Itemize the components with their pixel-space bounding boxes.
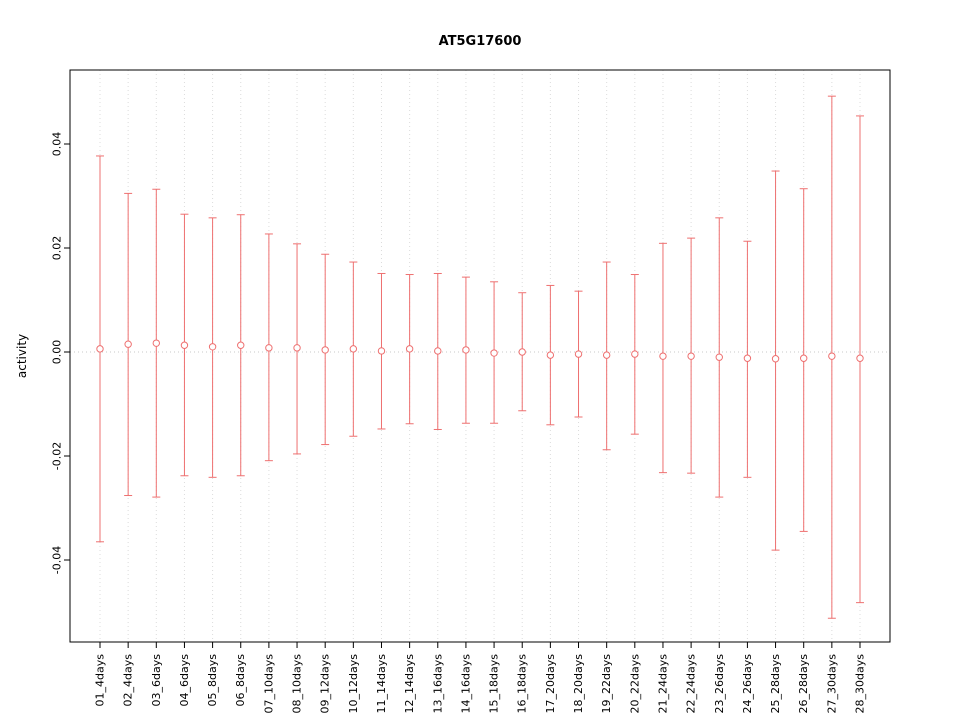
x-tick-label: 23_26days: [713, 654, 726, 714]
x-tick-label: 13_16days: [431, 654, 444, 714]
data-point: [602, 351, 611, 359]
data-point: [293, 344, 301, 352]
x-tick-label: 26_28days: [797, 654, 810, 714]
data-point: [828, 352, 836, 360]
data-point: [518, 348, 526, 356]
x-tick-label: 17_20days: [544, 654, 557, 714]
data-point: [377, 347, 386, 355]
x-tick-label: 20_22days: [628, 654, 641, 714]
data-point: [405, 345, 414, 353]
y-axis-label: activity: [15, 334, 29, 378]
x-tick-label: 01_4days: [94, 654, 107, 707]
y-tick-label: -0.02: [51, 442, 64, 470]
data-point: [743, 354, 752, 362]
data-point: [800, 354, 808, 362]
x-tick-label: 06_8days: [234, 654, 247, 707]
x-tick-label: 21_24days: [656, 654, 669, 714]
x-tick-label: 16_18days: [516, 654, 529, 714]
x-tick-label: 05_8days: [206, 654, 219, 707]
data-point: [349, 345, 358, 353]
plot-box: [69, 69, 891, 643]
x-tick-label: 07_10days: [262, 654, 275, 714]
x-tick-label: 02_4days: [122, 654, 135, 707]
x-tick-label: 03_6days: [150, 654, 163, 707]
x-tick-label: 18_20days: [572, 654, 585, 714]
y-tick-label: 0.04: [51, 132, 64, 157]
x-tick-label: 24_26days: [741, 654, 754, 714]
data-point: [715, 353, 723, 361]
data-point: [124, 340, 132, 348]
data-point: [574, 350, 583, 358]
x-tick-label: 14_16days: [459, 654, 472, 714]
data-point: [96, 345, 104, 353]
data-point: [152, 339, 160, 347]
data-point: [771, 355, 780, 363]
y-tick-label: 0.00: [51, 340, 64, 365]
x-tick-label: 22_24days: [685, 654, 698, 714]
x-tick-label: 10_12days: [347, 654, 360, 714]
data-point: [434, 347, 442, 355]
x-tick-label: 09_12days: [319, 654, 332, 714]
x-tick-label: 28_30days: [854, 654, 867, 714]
y-tick-label: 0.02: [51, 236, 64, 261]
data-point: [462, 346, 470, 354]
x-tick-label: 12_14days: [403, 654, 416, 714]
x-tick-label: 04_6days: [178, 654, 191, 707]
data-point: [631, 350, 639, 358]
x-tick-label: 08_10days: [291, 654, 304, 714]
x-tick-label: 27_30days: [825, 654, 838, 714]
data-point: [659, 352, 667, 360]
x-tick-label: 15_18days: [488, 654, 501, 714]
data-point: [546, 351, 555, 359]
y-tick-label: -0.04: [51, 546, 64, 574]
x-tick-label: 19_22days: [600, 654, 613, 714]
data-point: [237, 341, 245, 349]
data-point: [208, 343, 217, 351]
data-point: [321, 346, 329, 354]
data-point: [490, 349, 498, 357]
chart-title: AT5G17600: [439, 34, 522, 49]
data-point: [856, 354, 864, 362]
x-tick-label: 25_28days: [769, 654, 782, 714]
data-point: [265, 344, 273, 352]
data-point: [687, 352, 695, 360]
data-point: [180, 341, 189, 349]
x-tick-label: 11_14days: [375, 654, 388, 714]
